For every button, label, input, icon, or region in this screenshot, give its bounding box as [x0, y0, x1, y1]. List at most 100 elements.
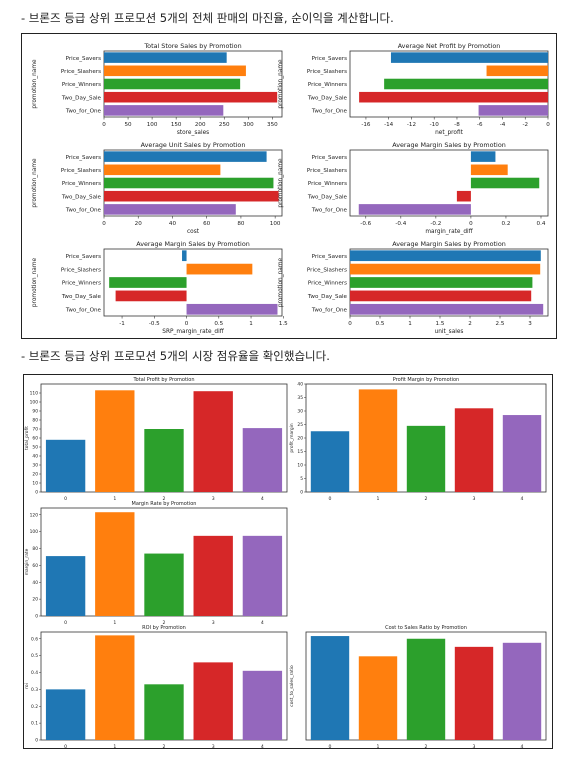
y-axis-label: cost_to_sales_ratio: [289, 665, 295, 707]
chart-title: Profit Margin by Promotion: [393, 377, 459, 383]
x-tick-label: 4: [521, 496, 524, 502]
y-tick-label: 20: [32, 597, 38, 603]
x-tick-label: 2: [163, 620, 166, 626]
category-label: Price_Savers: [66, 254, 101, 260]
bar-3: [454, 646, 494, 740]
bar-two-day-sale: [115, 290, 187, 302]
bar-1: [358, 389, 398, 492]
category-label: Price_Savers: [66, 56, 101, 62]
y-axis-label: promotion_name: [32, 158, 38, 208]
x-tick-label: 100: [147, 122, 158, 128]
y-tick-label: 0: [35, 614, 38, 620]
category-label: Price_Slashers: [307, 69, 347, 75]
bar-2: [144, 429, 184, 492]
x-tick-label: 250: [219, 122, 230, 128]
x-tick-label: 1: [377, 496, 380, 502]
category-label: Price_Winners: [308, 82, 347, 88]
bar-1: [95, 390, 135, 492]
y-axis-label: profit_margin: [289, 423, 295, 453]
bar-2: [144, 684, 184, 740]
bar-4: [242, 535, 283, 616]
y-tick-label: 0: [35, 490, 38, 496]
bar-2: [144, 553, 184, 616]
x-tick-label: 2: [425, 496, 428, 502]
x-tick-label: 0: [64, 620, 67, 626]
bar-price-winners: [109, 277, 187, 288]
bar-two-for-one: [186, 303, 278, 315]
x-tick-label: -10: [430, 122, 440, 128]
chart-title: Cost to Sales Ratio by Promotion: [385, 625, 467, 631]
y-tick-label: 0.4: [31, 670, 38, 676]
bar-price-slashers: [350, 263, 541, 275]
bar-price-slashers: [186, 263, 253, 275]
chart-9: 0 1 2 3 4 0 0.1 0.2 0.3 0.4 0.5 0.6 ROI by Promotion…: [24, 625, 288, 750]
chart-5: Price_Savers Price_Slashers Price_Winners T…: [278, 240, 549, 335]
x-tick-label: 2.5: [496, 321, 505, 327]
x-axis-label: store_sales: [177, 130, 209, 136]
bar-two-day-sale: [350, 290, 532, 302]
chart-4: Price_Savers Price_Slashers Price_Winners T…: [32, 240, 288, 335]
x-tick-label: 3: [212, 496, 215, 502]
category-label: Two_for_One: [311, 208, 348, 214]
bar-price-winners: [104, 78, 241, 90]
x-tick-label: -4: [500, 122, 506, 128]
x-tick-label: 200: [195, 122, 206, 128]
y-tick-label: 120: [30, 512, 39, 518]
bar-price-winners: [104, 177, 274, 189]
y-tick-label: 80: [32, 418, 38, 424]
category-label: Price_Slashers: [61, 168, 101, 174]
category-label: Two_for_One: [311, 308, 348, 314]
x-tick-label: 0: [469, 221, 473, 227]
bar-price-slashers: [104, 164, 221, 176]
x-tick-label: -6: [477, 122, 483, 128]
bar-1: [95, 512, 135, 616]
bar-0: [45, 689, 86, 740]
x-axis-label: margin_rate_diff: [425, 229, 473, 235]
category-label: Two_for_One: [65, 208, 102, 214]
y-axis-label: promotion_name: [32, 258, 38, 308]
y-tick-label: 0: [300, 490, 303, 496]
bar-price-winners: [384, 78, 548, 90]
x-tick-label: 3: [212, 620, 215, 626]
x-tick-label: 3: [473, 744, 476, 750]
x-tick-label: -0.5: [149, 321, 160, 327]
bar-price-savers: [390, 52, 548, 63]
category-label: Two_Day_Sale: [307, 294, 348, 300]
y-tick-label: 0.5: [31, 653, 38, 659]
x-tick-label: 150: [171, 122, 182, 128]
x-tick-label: 2: [163, 496, 166, 502]
x-axis-label: unit_sales: [435, 329, 464, 335]
category-label: Two_Day_Sale: [61, 294, 102, 300]
x-axis-label: cost: [187, 229, 200, 235]
x-tick-label: 1: [113, 496, 116, 502]
y-axis-label: roi: [24, 683, 30, 689]
chart-2: Price_Savers Price_Slashers Price_Winners T…: [32, 141, 283, 235]
x-tick-label: 2: [468, 321, 472, 327]
x-tick-label: 20: [135, 221, 143, 227]
bar-two-day-sale: [359, 91, 548, 103]
chart-title: ROI by Promotion: [142, 625, 186, 631]
bar-two-for-one: [358, 204, 471, 215]
category-label: Price_Winners: [308, 181, 347, 187]
y-tick-label: 90: [32, 409, 38, 415]
x-tick-label: 0: [329, 744, 332, 750]
y-tick-label: 110: [30, 391, 39, 397]
category-label: Two_Day_Sale: [307, 194, 348, 200]
x-tick-label: 0.4: [537, 221, 546, 227]
x-tick-label: 0: [102, 221, 106, 227]
category-label: Two_for_One: [311, 109, 348, 115]
bar-0: [45, 439, 86, 492]
x-tick-label: 0: [64, 744, 67, 750]
category-label: Price_Winners: [62, 281, 101, 287]
y-tick-label: 10: [32, 481, 38, 487]
category-label: Two_for_One: [65, 308, 102, 314]
chart-10: 0 1 2 3 4 Cost to Sales Ratio by Promotion cos…: [289, 625, 547, 750]
y-tick-label: 0.6: [31, 636, 38, 642]
category-label: Price_Savers: [312, 56, 347, 62]
x-tick-label: 3: [473, 496, 476, 502]
category-label: Two_for_One: [65, 109, 102, 115]
x-tick-label: 1.5: [436, 321, 445, 327]
